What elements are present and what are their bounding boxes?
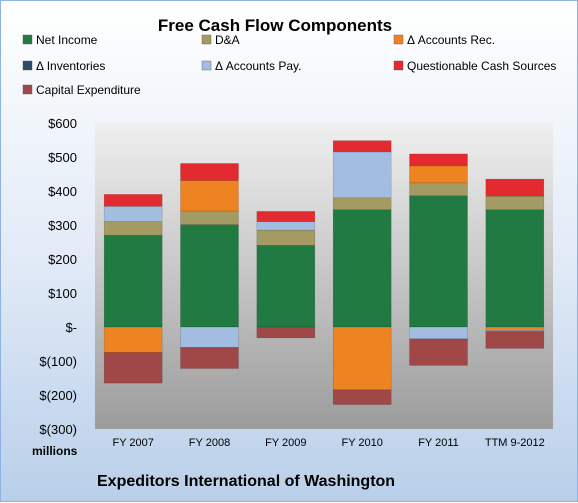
x-axis: FY 2007 FY 2008 FY 2009 FY 2010 FY 2011 TTM 9… — [112, 437, 544, 449]
y-axis: $600 $500 $400 $300 $200 $100 $- $(100) $(200) $(… — [39, 116, 77, 437]
y-tick-label: $100 — [48, 286, 77, 301]
bar-segment — [256, 326, 316, 339]
bar-segment — [332, 197, 392, 210]
bar-segment — [180, 326, 239, 348]
chart-title: Free Cash Flow Components — [158, 16, 392, 35]
bar-segment — [409, 195, 468, 328]
bar-segment — [332, 140, 392, 153]
plot-area — [95, 123, 553, 429]
bar-segment — [485, 326, 545, 331]
y-tick-label: $(300) — [39, 422, 77, 437]
bar-segment — [409, 326, 468, 340]
x-tick-label: FY 2011 — [418, 437, 459, 449]
bar-segment — [103, 352, 163, 384]
bar-segment — [485, 195, 545, 210]
bar-segment — [256, 221, 316, 231]
y-tick-label: $500 — [48, 150, 77, 165]
legend-swatch — [393, 60, 404, 71]
x-tick-label: FY 2010 — [341, 437, 382, 449]
legend-label: Capital Expenditure — [36, 83, 141, 97]
company-label: Expeditors International of Washington — [97, 473, 395, 490]
bar-segment — [409, 182, 468, 197]
legend-swatch — [201, 60, 212, 71]
bar-segment — [180, 347, 239, 369]
bar-segment — [180, 210, 239, 225]
y-tick-label: $300 — [48, 218, 77, 233]
y-tick-label: $(200) — [39, 388, 77, 403]
legend-swatch — [393, 34, 404, 45]
bar-segment — [485, 331, 545, 349]
bar-segment — [103, 326, 163, 353]
bar-segment — [256, 245, 316, 328]
bar-segment — [103, 221, 163, 236]
y-tick-label: $- — [65, 320, 77, 335]
bar-segment — [332, 151, 392, 199]
bar-segment — [103, 234, 163, 328]
bar-segment — [332, 326, 392, 391]
bar-segment — [256, 229, 316, 246]
legend-swatch — [22, 60, 33, 71]
bar-segment — [409, 338, 468, 366]
legend-label: D&A — [215, 33, 240, 47]
y-tick-label: $200 — [48, 252, 77, 267]
bar-segment — [485, 330, 545, 332]
legend-label: Questionable Cash Sources — [407, 59, 556, 73]
bar-segment — [485, 178, 545, 197]
bars — [103, 140, 545, 405]
legend-label: Net Income — [36, 33, 98, 47]
bar-segment — [180, 224, 239, 328]
bar-segment — [103, 206, 163, 222]
x-tick-label: TTM 9-2012 — [485, 437, 545, 449]
legend: Net Income D&A Δ Accounts Rec. Δ Inventorie… — [22, 33, 556, 97]
bar-segment — [332, 389, 392, 405]
legend-swatch — [22, 34, 33, 45]
legend-swatch — [22, 84, 33, 95]
bar-segment — [256, 211, 316, 222]
bar-segment — [409, 153, 468, 167]
bar-segment — [409, 165, 468, 184]
bar-segment — [180, 180, 239, 212]
legend-label: Δ Inventories — [36, 59, 105, 73]
bar-segment — [485, 209, 545, 328]
x-tick-label: FY 2007 — [112, 437, 153, 449]
y-tick-label: $(100) — [39, 354, 77, 369]
x-tick-label: FY 2008 — [189, 437, 230, 449]
bar-segment — [103, 194, 163, 207]
legend-label: Δ Accounts Rec. — [407, 33, 495, 47]
y-tick-label: $400 — [48, 184, 77, 199]
bar-segment — [180, 163, 239, 181]
bar-segment — [332, 209, 392, 328]
x-tick-label: FY 2009 — [265, 437, 306, 449]
legend-label: Δ Accounts Pay. — [215, 59, 302, 73]
legend-swatch — [201, 34, 212, 45]
y-tick-label: $600 — [48, 116, 77, 131]
units-label: millions — [32, 444, 78, 458]
